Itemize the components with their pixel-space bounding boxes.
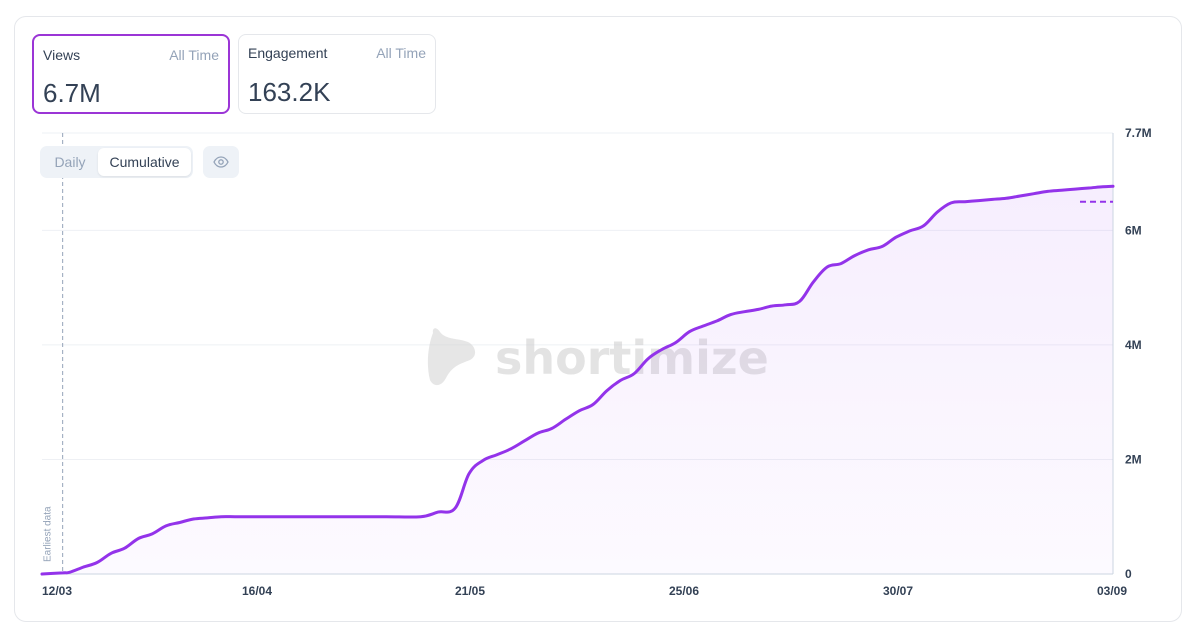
y-tick-label: 2M — [1125, 452, 1142, 466]
y-tick-label: 7.7M — [1125, 126, 1152, 140]
engagement-metric-card[interactable]: Engagement All Time 163.2K — [238, 34, 436, 114]
view-mode-toggle: Daily Cumulative — [40, 146, 193, 178]
eye-icon — [213, 156, 229, 168]
shortimize-logo-icon — [427, 328, 476, 386]
cumulative-toggle-button[interactable]: Cumulative — [98, 148, 191, 176]
y-tick-label: 0 — [1125, 567, 1132, 581]
daily-toggle-button[interactable]: Daily — [54, 154, 86, 170]
area-fill — [42, 186, 1113, 575]
x-tick-label: 30/07 — [883, 584, 913, 598]
engagement-value: 163.2K — [248, 77, 331, 107]
x-tick-label: 16/04 — [242, 584, 272, 598]
views-metric-card[interactable]: Views All Time 6.7M — [32, 34, 230, 114]
views-value: 6.7M — [43, 78, 101, 108]
x-tick-label: 21/05 — [455, 584, 485, 598]
watermark-logo — [427, 328, 476, 386]
visibility-toggle-button[interactable] — [203, 146, 239, 178]
views-range: All Time — [169, 47, 219, 63]
x-tick-label: 03/09 — [1097, 584, 1127, 598]
engagement-label: Engagement — [248, 45, 328, 61]
x-tick-label: 12/03 — [42, 584, 72, 598]
x-tick-label: 25/06 — [669, 584, 699, 598]
y-tick-label: 6M — [1125, 223, 1142, 237]
views-label: Views — [43, 47, 81, 63]
y-tick-label: 4M — [1125, 338, 1142, 352]
earliest-data-label: Earliest data — [43, 506, 54, 562]
engagement-range: All Time — [376, 45, 426, 61]
series-line — [40, 184, 1115, 576]
